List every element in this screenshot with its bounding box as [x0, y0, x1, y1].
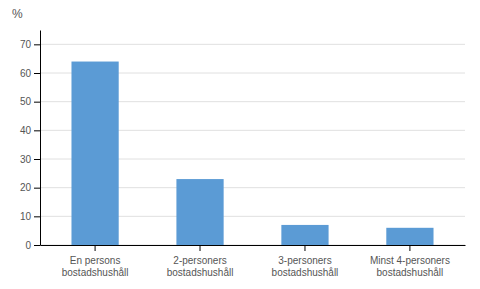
- y-tick-label: 10: [20, 211, 32, 222]
- y-tick-label: 0: [25, 240, 31, 251]
- x-tick-label-line: bostadshushåll: [272, 267, 339, 278]
- x-tick-mark: [200, 245, 201, 251]
- x-tick: 2-personersbostadshushåll: [167, 245, 234, 278]
- y-tick-label: 20: [20, 182, 32, 193]
- x-axis-line: [41, 245, 466, 246]
- chart-container: 010203040506070En personsbostadshushåll2…: [0, 0, 480, 289]
- grid: [40, 44, 465, 245]
- y-tick: 40: [20, 125, 40, 136]
- x-tick-label-line: 3-personers: [278, 255, 331, 266]
- y-axis-line: [40, 31, 41, 246]
- y-tick-mark: [34, 44, 40, 45]
- y-tick: 10: [20, 211, 40, 222]
- y-tick-label: 30: [20, 154, 32, 165]
- y-tick-mark: [34, 73, 40, 74]
- y-tick-mark: [34, 188, 40, 189]
- x-tick-mark: [304, 245, 305, 251]
- bar: [71, 62, 118, 245]
- y-tick-label: 60: [20, 68, 32, 79]
- bar: [176, 179, 223, 245]
- bar: [386, 228, 433, 245]
- y-tick-mark: [34, 245, 40, 246]
- plot-area: 010203040506070En personsbostadshushåll2…: [20, 31, 466, 279]
- y-tick: 60: [20, 68, 40, 79]
- x-tick: Minst 4-personersbostadshushåll: [370, 245, 450, 278]
- x-tick-label: Minst 4-personersbostadshushåll: [370, 255, 450, 278]
- y-tick: 50: [20, 96, 40, 107]
- x-tick-label-line: 2-personers: [173, 255, 226, 266]
- x-axis: En personsbostadshushåll2-personersbosta…: [41, 245, 466, 278]
- y-tick: 0: [25, 240, 40, 251]
- x-tick-mark: [409, 245, 410, 251]
- x-tick-mark: [95, 245, 96, 251]
- y-tick: 70: [20, 39, 40, 50]
- x-tick: En personsbostadshushåll: [62, 245, 129, 278]
- y-tick-mark: [34, 102, 40, 103]
- grid-line: [40, 44, 465, 45]
- y-tick-mark: [34, 216, 40, 217]
- bars: [71, 62, 433, 245]
- chart: 010203040506070En personsbostadshushåll2…: [0, 0, 480, 289]
- x-tick-label: 2-personersbostadshushåll: [167, 255, 234, 278]
- x-tick-label-line: bostadshushåll: [62, 267, 129, 278]
- y-tick-label: 40: [20, 125, 32, 136]
- y-tick-mark: [34, 159, 40, 160]
- y-tick: 30: [20, 154, 40, 165]
- x-tick-label-line: bostadshushåll: [377, 267, 444, 278]
- y-tick: 20: [20, 182, 40, 193]
- x-tick: 3-personersbostadshushåll: [272, 245, 339, 278]
- x-tick-label-line: bostadshushåll: [167, 267, 234, 278]
- x-tick-label: 3-personersbostadshushåll: [272, 255, 339, 278]
- x-tick-label-line: En persons: [70, 255, 121, 266]
- x-tick-label-line: Minst 4-personers: [370, 255, 450, 266]
- y-tick-label: 70: [20, 39, 32, 50]
- y-axis-label: %: [12, 7, 23, 21]
- x-tick-label: En personsbostadshushåll: [62, 255, 129, 278]
- y-tick-mark: [34, 130, 40, 131]
- bar: [281, 225, 328, 245]
- y-axis: 0 10 20 30 40 50 60 70: [20, 31, 41, 251]
- y-tick-label: 50: [20, 96, 32, 107]
